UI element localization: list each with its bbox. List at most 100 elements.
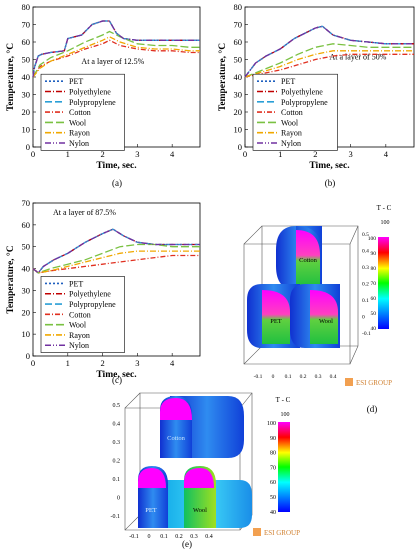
y-tick-label: 20 [234, 107, 243, 117]
y-axis-label: Temperature, °C [217, 43, 228, 111]
y-tick-label: 80 [22, 2, 31, 12]
z-tick-label: 0.3 [113, 440, 121, 446]
z-tick-label: 0 [117, 496, 120, 502]
colorbar-tick-label: 40 [270, 510, 276, 516]
colorbar-tick-label: 50 [270, 495, 276, 501]
z-tick-label: -0.1 [362, 331, 371, 337]
legend-label: Polyethylene [69, 290, 111, 299]
x-tick-label: 1 [278, 149, 282, 159]
colorbar-tick-label: 70 [371, 281, 377, 287]
wool-tube-e: Wool [184, 466, 216, 528]
legend-label: Cotton [69, 108, 91, 117]
x-tick-label: -0.1 [129, 534, 139, 540]
legend-label: Cotton [281, 108, 303, 117]
series-line-wool [32, 243, 200, 274]
layer-annotation: At a layer of 87.5% [53, 208, 116, 217]
cotton-tube-d: Cotton [276, 226, 322, 290]
x-axis-label: Time, sec. [96, 161, 136, 171]
pet-tube-d: PET [247, 284, 300, 348]
series-line-nylon [32, 228, 200, 274]
series-line-polypropylene [32, 228, 200, 274]
x-tick-label: 0.4 [330, 374, 337, 380]
y-tick-label: 0 [26, 142, 30, 152]
colorbar-tick-label: 100 [368, 236, 377, 242]
colorbar-tick-label: 60 [270, 480, 276, 486]
y-tick-label: 40 [22, 264, 31, 274]
colorbar-ticks-d: 100 90 80 70 60 50 40 [368, 236, 377, 332]
chart-panel-a: 0 10 20 30 40 50 60 70 80 0 1 2 3 4 Time, sec. Temperat… [5, 2, 201, 188]
x-tick-label: 0.2 [175, 534, 183, 540]
legend-label: Polypropylene [69, 300, 116, 309]
y-tick-label: 70 [22, 198, 31, 208]
layer-annotation: At a layer of 50% [330, 53, 387, 62]
series-line-nylon [244, 25, 414, 78]
y-tick-label: 60 [234, 37, 243, 47]
colorbar-tick-label: 90 [270, 436, 276, 442]
z-tick-label: 0.5 [362, 232, 369, 238]
legend-label: Nylon [69, 341, 89, 350]
z-tick-label: 0.2 [113, 459, 121, 465]
legend-label: Wool [281, 118, 299, 127]
legend-label: Polypropylene [69, 98, 116, 107]
z-axis-ticks-d: 0.5 0.4 0.3 0.2 0.1 0 -0.1 [362, 232, 371, 337]
wool-label-e: Wool [193, 507, 207, 514]
x-axis-label: Time, sec. [309, 161, 349, 171]
z-tick-label: 0.2 [362, 282, 369, 288]
y-tick-label: 70 [22, 20, 31, 30]
y-axis-label: Temperature, °C [5, 43, 16, 111]
x-axis-ticks-e: -0.1 0 0.1 0.2 0.3 0.4 [129, 534, 213, 540]
x-tick-label: 0 [31, 149, 35, 159]
y-tick-label: 50 [234, 55, 243, 65]
x-tick-label: 0.1 [160, 534, 168, 540]
y-tick-label: 10 [22, 125, 31, 135]
x-tick-label: 3 [135, 149, 139, 159]
panel-a-label: (a) [112, 178, 122, 188]
x-tick-label: 2 [313, 149, 317, 159]
y-tick-label: 10 [234, 125, 243, 135]
chart-panel-c: 0 10 20 30 40 50 60 70 0 1 2 3 4 Time, sec. Temperatur… [5, 198, 201, 385]
y-tick-label: 0 [26, 351, 30, 361]
legend-label: PET [69, 279, 83, 288]
panel-c-label: (c) [112, 375, 122, 385]
legend-label: Nylon [281, 139, 301, 148]
x-tick-label: 0 [272, 374, 275, 380]
y-axis-label: Temperature, °C [5, 245, 16, 313]
x-tick-label: 0 [148, 534, 151, 540]
series-line-wool [32, 30, 200, 78]
y-tick-label: 50 [22, 55, 31, 65]
z-tick-label: 0 [362, 315, 365, 321]
layer-annotation: At a layer of 12.5% [81, 57, 144, 66]
series-line-cotton [244, 53, 414, 78]
x-tick-label: 4 [170, 358, 175, 368]
z-tick-label: 0.3 [362, 265, 369, 271]
legend-label: Polyethylene [69, 88, 111, 97]
z-tick-label: -0.1 [111, 514, 121, 520]
y-tick-label: 20 [22, 307, 31, 317]
colorbar-tick-label: 50 [371, 311, 377, 317]
legend-label: Rayon [281, 129, 302, 138]
render-panel-e: Cotton PET Wool 0.5 0.4 0.3 0.2 0.1 0 -0.1 -0.… [111, 392, 300, 549]
x-tick-label: 1 [66, 358, 70, 368]
y-tick-label: 70 [234, 20, 243, 30]
legend-label: PET [69, 77, 83, 86]
panel-e-label: (e) [182, 539, 192, 549]
z-tick-label: 0.1 [113, 477, 121, 483]
series-line-wool [244, 43, 414, 78]
colorbar-tick-label: 80 [371, 266, 377, 272]
legend-label: Nylon [69, 139, 89, 148]
legend-label: Polypropylene [281, 98, 328, 107]
x-tick-label: 0 [31, 358, 35, 368]
x-tick-label: 0.1 [285, 374, 292, 380]
y-tick-label: 40 [234, 72, 243, 82]
legend-label: Polyethylene [281, 88, 323, 97]
colorbar-tick-label: 100 [267, 421, 276, 427]
colorbar-tick-label: 40 [371, 326, 377, 332]
legend-label: Wool [69, 118, 87, 127]
y-tick-label: 60 [22, 220, 31, 230]
x-tick-label: 4 [384, 149, 389, 159]
colorbar-ticks-e: 100 90 80 70 60 50 40 [267, 421, 276, 516]
colorbar-tick-label: 80 [270, 451, 276, 457]
cotton-label-d: Cotton [299, 257, 317, 264]
x-tick-label: 0.3 [315, 374, 322, 380]
cotton-label-e: Cotton [167, 435, 185, 442]
